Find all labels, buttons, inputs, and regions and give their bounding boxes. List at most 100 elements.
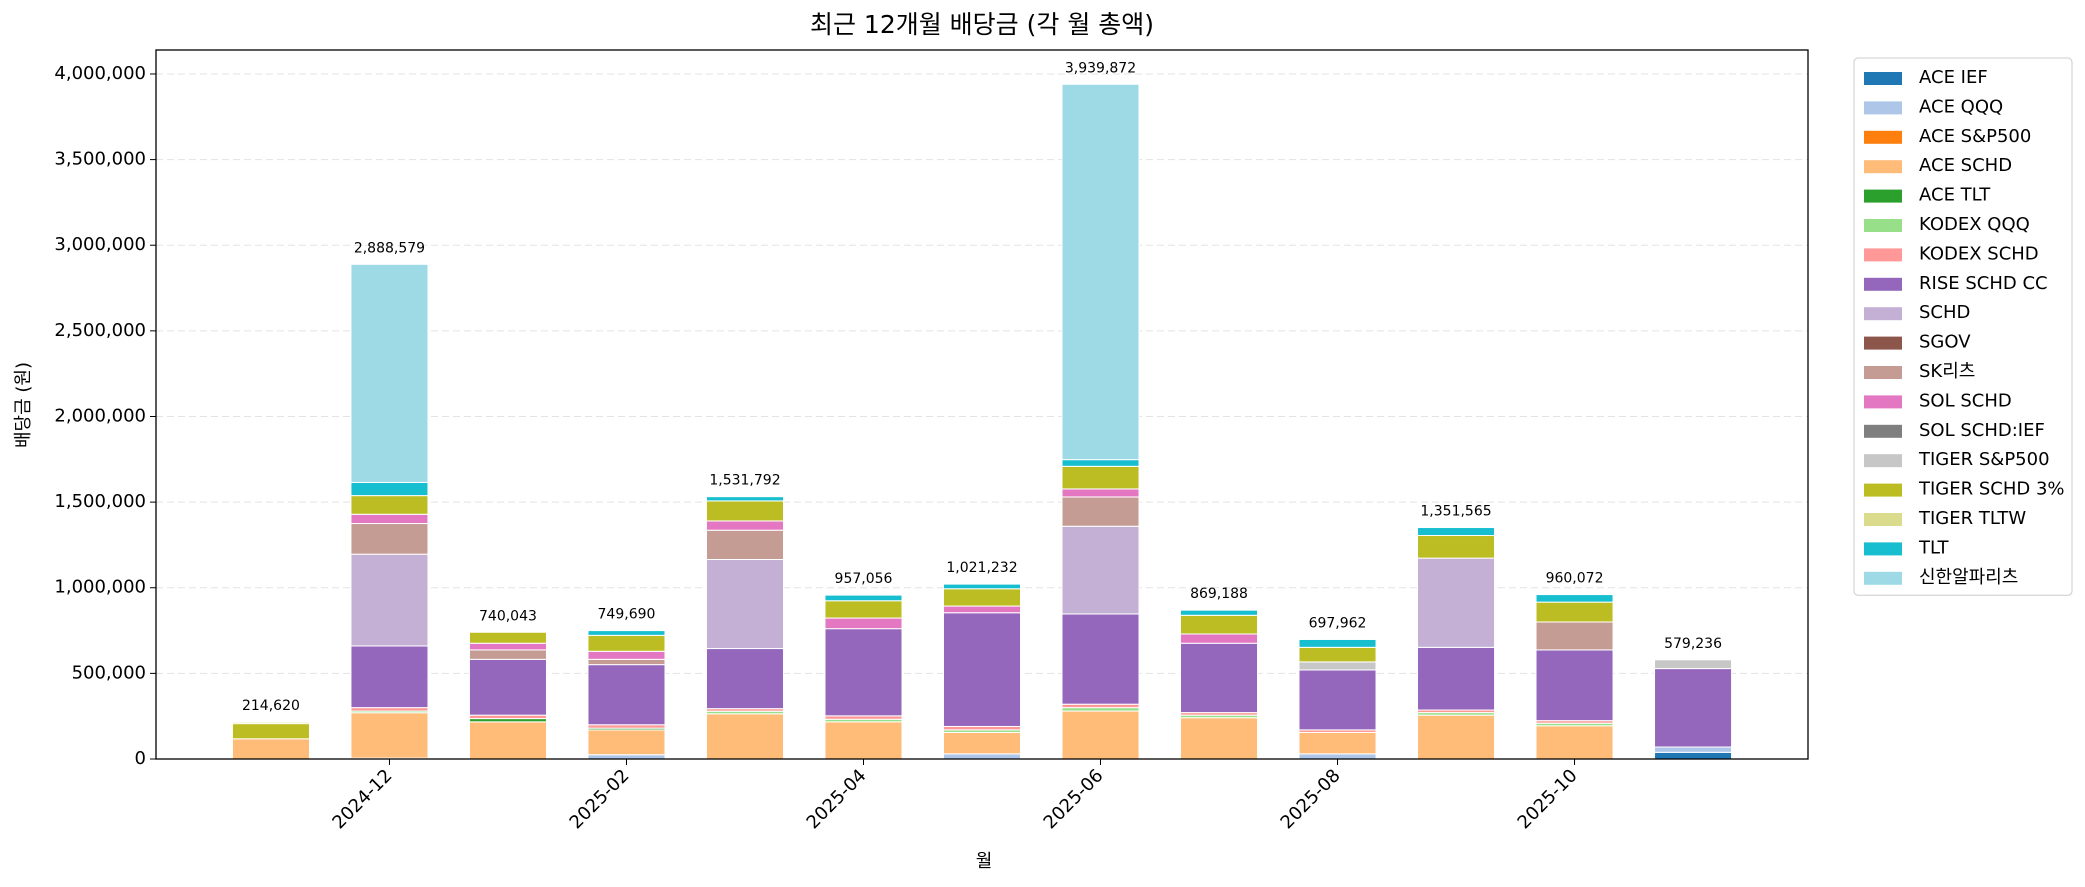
bar-segment (1298, 731, 1377, 755)
bar-segment (1535, 725, 1614, 760)
bar-segment (705, 648, 784, 710)
y-tick-label: 500,000 (72, 662, 146, 683)
legend-swatch (1864, 219, 1902, 232)
y-tick-label: 2,500,000 (54, 320, 146, 341)
bar-segment (350, 707, 429, 712)
legend-swatch (1864, 483, 1902, 497)
bar-segment (824, 617, 903, 630)
bar-segment (231, 721, 310, 725)
bar-segment (1180, 614, 1259, 635)
bar-segment (942, 753, 1022, 760)
bar-segment (1535, 601, 1614, 623)
bar-segment (1417, 557, 1496, 648)
bar-segment (1180, 609, 1259, 616)
legend-label: SOL SCHD (1919, 390, 2012, 411)
y-tick-label: 1,000,000 (54, 577, 146, 598)
bar-segment (231, 738, 310, 760)
legend-label: SCHD (1919, 302, 1970, 323)
bar-segment (824, 715, 903, 720)
bar-segment (1061, 707, 1140, 712)
legend-box (1853, 57, 2073, 596)
legend-swatch (1864, 248, 1902, 262)
total-label: 749,690 (598, 607, 656, 623)
y-tick-label: 2,000,000 (54, 405, 146, 426)
bar-segment (1654, 668, 1733, 748)
legend-label: SK리츠 (1919, 361, 1975, 382)
bar-segment (1180, 642, 1259, 714)
legend-swatch (1864, 366, 1902, 379)
legend-swatch (1864, 189, 1902, 203)
bar-segment (705, 500, 784, 522)
bar-segment (942, 725, 1022, 731)
legend-label: ACE S&P500 (1919, 126, 2031, 147)
bar-segment (587, 729, 666, 756)
bar-segment (705, 558, 784, 650)
bar-segment (942, 731, 1022, 755)
bar-segment (231, 723, 310, 740)
bar-segment (468, 649, 547, 660)
bar-segment (1180, 633, 1259, 644)
bar-segment (1298, 753, 1377, 760)
bar-segment (350, 263, 429, 483)
y-tick-label: 4,000,000 (54, 63, 146, 84)
bar-segment (1061, 459, 1140, 467)
bar-segment (468, 658, 547, 716)
total-label: 2,888,579 (354, 240, 425, 256)
bar-segment (824, 721, 903, 760)
bar-segment (1654, 751, 1733, 760)
bar-segment (1061, 488, 1140, 498)
bar-segment (468, 714, 547, 720)
y-tick-label: 1,500,000 (54, 491, 146, 512)
legend-label: ACE TLT (1919, 185, 1991, 206)
bar-segment (468, 631, 547, 644)
bar-segment (824, 600, 903, 619)
bar-segment (942, 588, 1022, 607)
y-tick-label: 0 (135, 748, 146, 769)
x-axis-label: 월 (976, 851, 993, 872)
legend-swatch (1864, 542, 1902, 556)
bar-segment (468, 721, 547, 760)
bar-segment (705, 529, 784, 560)
legend-swatch (1864, 454, 1902, 468)
bar-segment (350, 712, 429, 759)
legend-label: KODEX QQQ (1919, 214, 2030, 235)
legend-swatch (1864, 336, 1902, 350)
bar-segment (705, 520, 784, 531)
bar-segment (350, 553, 429, 647)
bar-segment (705, 713, 784, 760)
legend-swatch (1864, 424, 1902, 438)
total-label: 1,531,792 (709, 473, 780, 489)
total-label: 1,351,565 (1420, 504, 1491, 520)
bar-segment (1654, 746, 1733, 753)
bar-segment (1417, 527, 1496, 537)
total-label: 3,939,872 (1065, 60, 1136, 76)
bar-segment (942, 605, 1022, 614)
bar-segment (587, 658, 666, 666)
bar-segment (1417, 535, 1496, 559)
legend-swatch (1864, 72, 1902, 85)
y-axis-label: 배당금 (원) (13, 362, 34, 448)
legend-label: ACE IEF (1919, 67, 1988, 88)
bar-segment (1298, 638, 1377, 648)
legend-label: ACE QQQ (1919, 96, 2003, 117)
legend-swatch (1864, 395, 1902, 409)
legend-label: ACE SCHD (1919, 155, 2012, 176)
bar-segment (824, 628, 903, 717)
bar-segment (1298, 661, 1377, 671)
total-label: 214,620 (242, 698, 300, 714)
legend-label: SGOV (1919, 332, 1971, 353)
total-label: 740,043 (479, 608, 537, 624)
bar-segment (1061, 83, 1140, 461)
bar-segment (587, 650, 666, 660)
bar-segment (587, 724, 666, 729)
bar-segment (1061, 710, 1140, 760)
legend-label: RISE SCHD CC (1919, 273, 2048, 294)
y-tick-label: 3,000,000 (54, 234, 146, 255)
bar-segment (1180, 717, 1259, 760)
legend-label: TIGER S&P500 (1918, 449, 2050, 470)
total-label: 579,236 (1664, 636, 1722, 652)
legend-label: TIGER TLTW (1918, 508, 2026, 529)
bar-segment (1061, 465, 1140, 490)
bar-segment (350, 481, 429, 497)
total-label: 869,188 (1190, 586, 1248, 602)
